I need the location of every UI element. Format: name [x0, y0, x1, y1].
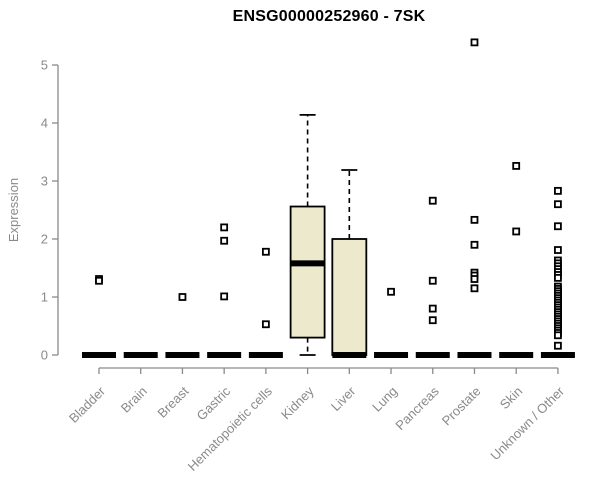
zero-median-bar: [207, 352, 242, 358]
zero-median-bar: [457, 352, 492, 358]
x-tick-label-lung: Lung: [369, 384, 400, 415]
outlier-point: [470, 38, 479, 47]
outlier-point: [428, 196, 437, 205]
outlier-point: [261, 247, 270, 256]
box-group-lung: [374, 287, 409, 358]
box-group-bladder: [82, 275, 116, 358]
zero-median-bar: [123, 352, 158, 358]
median-line: [290, 260, 325, 267]
y-tick-label: 5: [41, 58, 48, 73]
x-tick-label-bladder: Bladder: [66, 383, 109, 426]
outlier-point: [554, 222, 562, 231]
outlier-point: [428, 304, 437, 313]
zero-median-bar: [165, 352, 200, 358]
zero-median-bar: [540, 352, 575, 358]
outlier-point: [220, 236, 229, 245]
median-line: [332, 352, 367, 358]
x-tick-label-prostate: Prostate: [439, 384, 484, 429]
box-group-kidney: [289, 113, 326, 356]
zero-median-bar: [248, 352, 283, 358]
x-tick-label-brain: Brain: [118, 384, 150, 416]
outlier-point: [512, 162, 521, 170]
outlier-point: [554, 186, 562, 195]
x-tick-label-liver: Liver: [328, 383, 359, 414]
outlier-point: [428, 276, 437, 285]
zero-median-bar: [415, 352, 450, 358]
box-group-pancreas: [415, 196, 450, 358]
x-tick-label-gastric: Gastric: [194, 383, 234, 423]
box-group-hematopoietic-cells: [248, 247, 283, 358]
outlier-point: [554, 200, 562, 209]
outlier-point: [95, 276, 103, 285]
outlier-point: [554, 341, 562, 350]
box: [289, 205, 326, 339]
box-group-brain: [123, 352, 158, 358]
zero-median-bar: [499, 352, 534, 358]
x-tick-label-kidney: Kidney: [278, 383, 317, 422]
outlier-point: [261, 320, 270, 329]
x-tick-label-unknown-other: Unknown / Other: [487, 383, 567, 463]
outlier-point: [220, 292, 229, 301]
y-tick-label: 2: [41, 232, 48, 247]
outlier-point: [428, 316, 437, 325]
chart-title: ENSG00000252960 - 7SK: [232, 8, 426, 25]
outlier-point: [470, 215, 479, 224]
box-group-liver: [331, 169, 368, 358]
outlier-point: [387, 287, 395, 296]
y-tick-label: 1: [41, 290, 48, 305]
outlier-point: [178, 293, 187, 301]
outlier-point: [470, 275, 479, 283]
outlier-point: [512, 227, 521, 236]
outlier-point: [470, 240, 479, 249]
x-tick-label-pancreas: Pancreas: [392, 383, 442, 433]
outlier-point: [554, 331, 562, 340]
outlier-point: [470, 284, 479, 293]
zero-median-bar: [374, 352, 409, 358]
y-tick-label: 4: [41, 116, 48, 131]
y-tick-label: 0: [41, 348, 48, 363]
outlier-point: [554, 246, 562, 254]
y-axis: 0 1 2 3 4 5: [41, 58, 59, 363]
box-group-unknown-other: [540, 186, 575, 358]
box-group-skin: [499, 162, 534, 358]
outlier-point: [554, 273, 562, 282]
x-tick-label-skin: Skin: [497, 384, 525, 412]
zero-median-bar: [82, 352, 116, 358]
box-group-gastric: [207, 223, 242, 358]
box-group-breast: [165, 293, 200, 358]
outlier-point: [220, 223, 229, 232]
y-tick-label: 3: [41, 174, 48, 189]
box-group-prostate: [457, 38, 492, 358]
x-tick-label-breast: Breast: [154, 383, 191, 420]
box: [331, 238, 368, 356]
